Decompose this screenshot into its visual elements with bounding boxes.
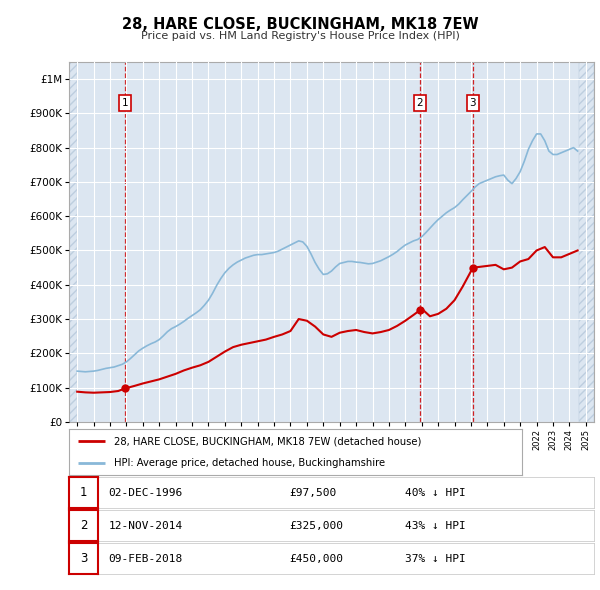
Bar bbox=[69, 62, 77, 422]
Text: 12-NOV-2014: 12-NOV-2014 bbox=[109, 521, 182, 530]
Text: 3: 3 bbox=[80, 552, 87, 565]
Text: 09-FEB-2018: 09-FEB-2018 bbox=[109, 554, 182, 563]
Text: 02-DEC-1996: 02-DEC-1996 bbox=[109, 488, 182, 497]
Text: 1: 1 bbox=[122, 98, 128, 108]
Text: Price paid vs. HM Land Registry's House Price Index (HPI): Price paid vs. HM Land Registry's House … bbox=[140, 31, 460, 41]
Bar bbox=[579, 62, 594, 422]
Text: HPI: Average price, detached house, Buckinghamshire: HPI: Average price, detached house, Buck… bbox=[115, 457, 385, 467]
Text: 28, HARE CLOSE, BUCKINGHAM, MK18 7EW (detached house): 28, HARE CLOSE, BUCKINGHAM, MK18 7EW (de… bbox=[115, 437, 422, 447]
Text: 2: 2 bbox=[80, 519, 87, 532]
Text: £97,500: £97,500 bbox=[290, 488, 337, 497]
Text: £325,000: £325,000 bbox=[290, 521, 343, 530]
Text: 37% ↓ HPI: 37% ↓ HPI bbox=[405, 554, 466, 563]
Bar bbox=[579, 62, 594, 422]
Text: 43% ↓ HPI: 43% ↓ HPI bbox=[405, 521, 466, 530]
Text: 2: 2 bbox=[416, 98, 423, 108]
Text: 40% ↓ HPI: 40% ↓ HPI bbox=[405, 488, 466, 497]
Text: 3: 3 bbox=[470, 98, 476, 108]
Text: 1: 1 bbox=[80, 486, 87, 499]
Text: 28, HARE CLOSE, BUCKINGHAM, MK18 7EW: 28, HARE CLOSE, BUCKINGHAM, MK18 7EW bbox=[122, 17, 478, 31]
Text: £450,000: £450,000 bbox=[290, 554, 343, 563]
Bar bbox=[69, 62, 77, 422]
